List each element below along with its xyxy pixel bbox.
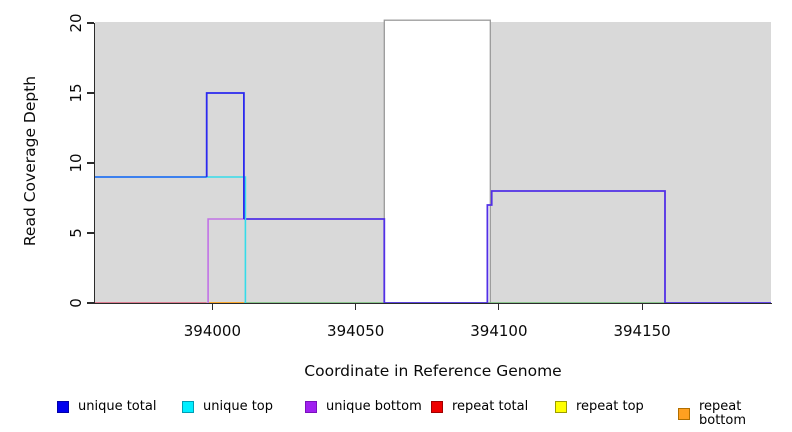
y-tick	[87, 302, 94, 304]
series-unique-bottom-step	[207, 218, 244, 303]
y-tick-label: 10	[67, 153, 85, 173]
legend-item-repeat-top: repeat top	[555, 400, 644, 414]
x-tick	[211, 304, 213, 310]
x-axis-title: Coordinate in Reference Genome	[304, 362, 562, 380]
legend-swatch-icon	[431, 401, 443, 413]
legend: unique total unique top unique bottom repea…	[0, 398, 792, 428]
x-tick-label: 394150	[613, 322, 671, 340]
y-tick	[87, 22, 94, 24]
y-axis-line	[93, 22, 95, 304]
y-tick	[87, 232, 94, 234]
x-tick	[641, 304, 643, 310]
legend-swatch-icon	[305, 401, 317, 413]
legend-swatch-icon	[57, 401, 69, 413]
legend-swatch-icon	[555, 401, 567, 413]
legend-item-unique-top: unique top	[182, 400, 273, 414]
x-tick	[498, 304, 500, 310]
legend-item-unique-bottom: unique bottom	[305, 400, 422, 414]
legend-label: unique top	[203, 399, 274, 414]
highlight-region	[383, 19, 491, 304]
x-axis-line	[95, 303, 772, 305]
series-unique-top-step	[206, 176, 247, 303]
y-axis-title: Read Coverage Depth	[21, 75, 39, 247]
legend-swatch-icon	[182, 401, 194, 413]
y-tick-label: 15	[67, 83, 85, 103]
y-tick	[87, 92, 94, 94]
legend-item-repeat-bottom: repeat bottom	[678, 400, 792, 428]
x-tick-label: 394000	[183, 322, 242, 340]
legend-label: repeat top	[576, 399, 644, 414]
plot-area	[95, 19, 771, 304]
legend-swatch-icon	[678, 408, 690, 420]
legend-label: unique total	[78, 399, 157, 414]
series-unique-total-peak	[205, 92, 245, 219]
x-tick-label: 394050	[327, 322, 385, 340]
legend-item-repeat-total: repeat total	[431, 400, 528, 414]
legend-label: repeat bottom	[699, 399, 747, 428]
x-tick	[355, 304, 357, 310]
legend-item-unique-total: unique total	[57, 400, 156, 414]
legend-label: repeat total	[452, 399, 529, 414]
y-tick-label: 20	[67, 13, 85, 33]
y-tick	[87, 162, 94, 164]
x-tick-label: 394100	[470, 322, 528, 340]
y-tick-label: 5	[67, 228, 85, 238]
y-tick-label: 0	[67, 298, 85, 308]
legend-label: unique bottom	[326, 399, 422, 414]
series-unique-total-bottom-overlap	[243, 190, 771, 304]
